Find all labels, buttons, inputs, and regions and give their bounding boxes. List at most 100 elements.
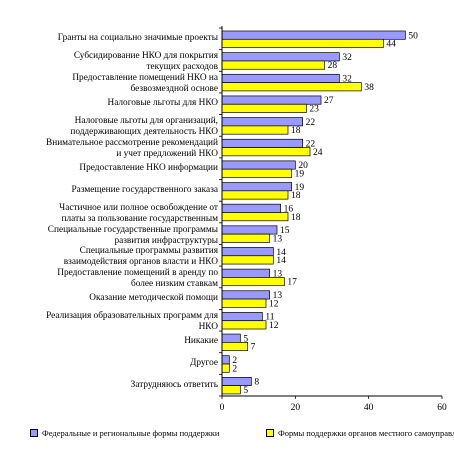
category-label-line: Никакие bbox=[184, 336, 218, 347]
category-label-line: Предоставление помещений НКО на bbox=[72, 73, 218, 84]
data-label-federal: 19 bbox=[295, 183, 305, 193]
bar-local bbox=[221, 342, 249, 352]
category-label: Предоставление НКО информации bbox=[22, 163, 218, 174]
bar-local bbox=[221, 103, 307, 113]
bar-local bbox=[221, 82, 362, 92]
category-label: Специальные программы развития взаимодейс… bbox=[22, 246, 218, 268]
data-label-local: 5 bbox=[243, 386, 248, 396]
data-label-federal: 8 bbox=[254, 378, 259, 388]
data-label-federal: 11 bbox=[265, 313, 274, 323]
legend-label-local: Формы поддержки органов местного самоупр… bbox=[278, 428, 454, 438]
bar-local bbox=[221, 38, 384, 48]
bar-local bbox=[221, 168, 293, 178]
data-label-local: 2 bbox=[232, 364, 237, 374]
category-label-line: Размещение государственного заказа bbox=[71, 184, 218, 195]
category-label-line: развития инфраструктуры bbox=[114, 235, 218, 246]
bar-federal bbox=[221, 182, 293, 192]
category-label-line: и учет предложений НКО bbox=[116, 149, 218, 160]
x-tick-label: 60 bbox=[437, 403, 447, 413]
bar-federal bbox=[221, 377, 252, 387]
category-label: Предоставление помещений в аренду по боле… bbox=[22, 268, 218, 290]
bar-local bbox=[221, 277, 285, 287]
category-label: Внимательное рассмотрение рекомендаций и … bbox=[22, 138, 218, 160]
data-label-federal: 5 bbox=[243, 334, 248, 344]
data-label-federal: 50 bbox=[408, 31, 418, 41]
category-label-line: Предоставление НКО информации bbox=[79, 163, 218, 174]
bar-local bbox=[221, 298, 267, 308]
data-label-local: 28 bbox=[328, 61, 338, 71]
category-label: Размещение государственного заказа bbox=[22, 185, 218, 196]
data-label-local: 24 bbox=[313, 148, 323, 158]
category-label-line: НКО bbox=[198, 322, 218, 333]
category-label: Специальные государственные программы раз… bbox=[22, 225, 218, 247]
category-label-line: Другое bbox=[190, 358, 218, 369]
category-label: Предоставление помещений НКО на безвозмез… bbox=[22, 73, 218, 95]
data-label-federal: 2 bbox=[232, 356, 237, 366]
category-label-line: Реализация образовательных программ для bbox=[46, 311, 218, 322]
data-label-federal: 16 bbox=[284, 204, 294, 214]
bar-federal bbox=[221, 30, 406, 40]
data-label-local: 17 bbox=[287, 278, 297, 288]
data-label-local: 12 bbox=[269, 299, 279, 309]
data-label-local: 14 bbox=[276, 256, 286, 266]
x-tick-label: 20 bbox=[291, 403, 301, 413]
bar-federal bbox=[221, 290, 271, 300]
legend-item-local: Формы поддержки органов местного самоупр… bbox=[266, 428, 454, 438]
data-label-local: 18 bbox=[291, 126, 301, 136]
legend-swatch-federal bbox=[30, 429, 38, 437]
category-label: Затрудняюсь ответить bbox=[22, 380, 218, 391]
category-label: Реализация образовательных программ для Н… bbox=[22, 311, 218, 333]
bar-local bbox=[221, 125, 289, 135]
data-label-local: 19 bbox=[295, 169, 305, 179]
data-label-federal: 13 bbox=[273, 291, 283, 301]
category-label: Гранты на социально значимые проекты bbox=[22, 33, 218, 44]
data-label-local: 44 bbox=[386, 40, 396, 50]
category-label-line: платы за пользование государственным bbox=[61, 214, 218, 224]
data-label-federal: 15 bbox=[280, 226, 290, 236]
data-label-local: 18 bbox=[291, 213, 301, 223]
bar-federal bbox=[221, 73, 340, 83]
category-label-line: Частичное или полное освобождение от bbox=[59, 203, 218, 213]
data-label-federal: 27 bbox=[324, 96, 334, 106]
category-label-line: Субсидирование НКО для покрытия bbox=[73, 51, 218, 62]
category-label-line: Специальные государственные программы bbox=[47, 224, 218, 235]
category-label-line: Налоговые льготы для организаций, bbox=[74, 116, 218, 127]
data-label-federal: 22 bbox=[306, 140, 316, 150]
bar-federal bbox=[221, 203, 282, 213]
category-label-line: взаимодействия органов власти и НКО bbox=[63, 257, 218, 268]
bar-federal bbox=[221, 312, 263, 322]
bar-federal bbox=[221, 95, 322, 105]
data-label-local: 38 bbox=[364, 83, 374, 93]
bar-federal bbox=[221, 247, 274, 257]
data-label-local: 12 bbox=[269, 321, 279, 331]
legend-label-federal: Федеральные и региональные формы поддерж… bbox=[42, 428, 220, 438]
category-label-line: безвозмездной основе bbox=[130, 84, 218, 95]
data-label-federal: 20 bbox=[298, 161, 308, 171]
data-label-local: 18 bbox=[291, 191, 301, 201]
bar-local bbox=[221, 363, 230, 373]
category-label-line: Специальные программы развития bbox=[79, 246, 218, 257]
category-label: Налоговые льготы для организаций, поддерж… bbox=[22, 116, 218, 138]
category-label: Другое bbox=[22, 358, 218, 369]
data-label-federal: 14 bbox=[276, 248, 286, 258]
data-label-federal: 32 bbox=[342, 75, 352, 85]
bar-local bbox=[221, 212, 289, 222]
bar-local bbox=[221, 147, 311, 157]
data-label-federal: 32 bbox=[342, 53, 352, 63]
bar-federal bbox=[221, 333, 241, 343]
bar-federal bbox=[221, 117, 304, 127]
category-label-line: более низким ставкам bbox=[131, 278, 218, 289]
category-label: Частичное или полное освобождение от плат… bbox=[22, 203, 218, 225]
bar-local bbox=[221, 320, 267, 330]
data-label-local: 23 bbox=[309, 105, 319, 115]
data-label-local: 7 bbox=[251, 343, 256, 353]
category-label: Никакие bbox=[22, 336, 218, 347]
bar-federal bbox=[221, 355, 230, 365]
bar-local bbox=[221, 385, 241, 395]
data-label-federal: 22 bbox=[306, 118, 316, 128]
bar-local bbox=[221, 255, 274, 265]
data-label-federal: 13 bbox=[273, 269, 283, 279]
category-label-line: поддерживающих деятельность НКО bbox=[70, 127, 218, 138]
